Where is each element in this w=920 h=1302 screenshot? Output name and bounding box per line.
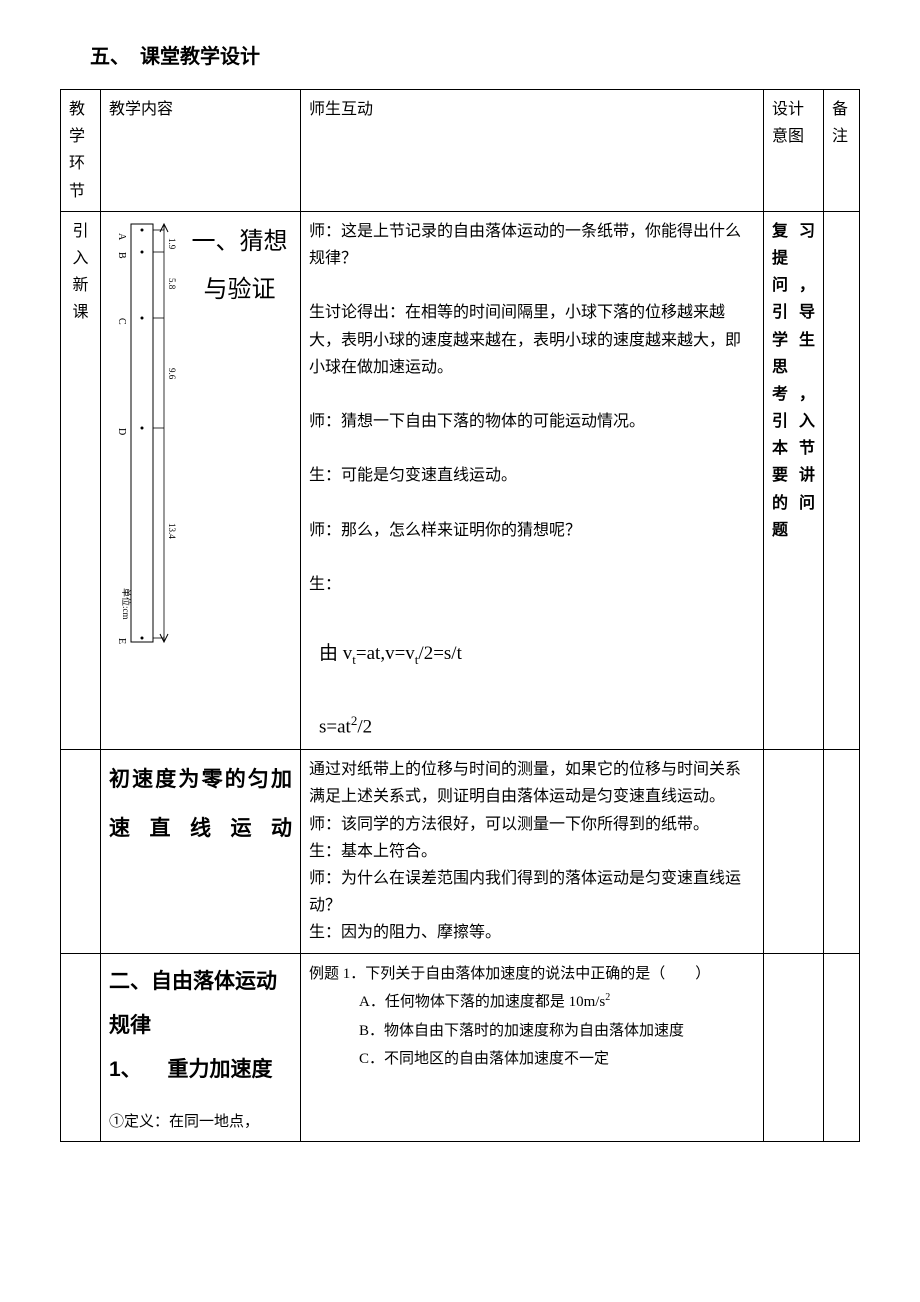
intent-cell-empty: [764, 953, 824, 1142]
interaction-cell: 通过对纸带上的位移与时间的测量，如果它的位移与时间关系满足上述关系式，则证明自由…: [301, 750, 764, 953]
phase-cell: 引入新课: [61, 211, 101, 750]
tape-label-b: B: [116, 252, 127, 259]
interaction-p6: 生：: [309, 571, 755, 598]
tape-dist-2: 5.8: [167, 278, 177, 290]
interaction-r2-p4: 师：为什么在误差范围内我们得到的落体运动是匀变速直线运动？: [309, 865, 755, 919]
tape-dist-4: 13.4: [167, 523, 177, 539]
table-row: 引入新课 A B 1.9: [61, 211, 860, 750]
content-row3-note: ①定义：在同一地点，: [109, 1110, 292, 1136]
section-title: 五、 课堂教学设计: [90, 40, 860, 69]
lesson-table: 教学环节 教学内容 师生互动 设计意图 备注 引入新课 A: [60, 89, 860, 1142]
intent-cell: 复习提问，引导学生思考，引入本节要讲的问题: [764, 211, 824, 750]
tape-unit: 单位:cm: [121, 588, 132, 620]
tape-label-d: D: [116, 428, 127, 435]
note-cell: [824, 211, 860, 750]
content-cell: 二、自由落体运动规律 1、 重力加速度 ①定义：在同一地点，: [101, 953, 301, 1142]
interaction-r2-p3: 生：基本上符合。: [309, 838, 755, 865]
interaction-p1: 师：这是上节记录的自由落体运动的一条纸带，你能得出什么规律？: [309, 218, 755, 272]
table-row: 初速度为零的匀加速直线运动 通过对纸带上的位移与时间的测量，如果它的位移与时间关…: [61, 750, 860, 953]
tape-dist-3: 9.6: [167, 368, 177, 380]
note-cell-empty: [824, 750, 860, 953]
content-cell: 初速度为零的匀加速直线运动: [101, 750, 301, 953]
example-question: 例题 1．下列关于自由落体加速度的说法中正确的是（ ）: [309, 960, 755, 989]
tape-dist-1: 1.9: [167, 238, 177, 250]
paper-tape-diagram: A B 1.9 C 5.8 D 9.6 E: [109, 218, 179, 648]
interaction-r2-p1: 通过对纸带上的位移与时间的测量，如果它的位移与时间关系满足上述关系式，则证明自由…: [309, 756, 755, 810]
phase-cell-empty: [61, 953, 101, 1142]
tape-label-c: C: [116, 318, 127, 325]
content-row3-sub-text: 重力加速度: [168, 1058, 273, 1081]
content-cell: A B 1.9 C 5.8 D 9.6 E: [101, 211, 301, 750]
content-row2-title: 初速度为零的匀加速直线运动: [109, 756, 292, 853]
content-row3-sub-num: 1、: [109, 1058, 142, 1081]
header-interaction: 师生互动: [301, 90, 764, 212]
formula-1: 由 vt=at,v=vt/2=s/t: [319, 638, 755, 671]
interaction-r2-p5: 生：因为的阻力、摩擦等。: [309, 919, 755, 946]
interaction-cell: 师：这是上节记录的自由落体运动的一条纸带，你能得出什么规律？ 生讨论得出：在相等…: [301, 211, 764, 750]
interaction-p4: 生：可能是匀变速直线运动。: [309, 462, 755, 489]
option-a: A．任何物体下落的加速度都是 10m/s2: [359, 988, 755, 1017]
interaction-cell: 例题 1．下列关于自由落体加速度的说法中正确的是（ ） A．任何物体下落的加速度…: [301, 953, 764, 1142]
option-b: B．物体自由下落时的加速度称为自由落体加速度: [359, 1017, 755, 1046]
tape-label-a: A: [116, 233, 127, 241]
interaction-r2-p2: 师：该同学的方法很好，可以测量一下你所得到的纸带。: [309, 811, 755, 838]
table-row: 二、自由落体运动规律 1、 重力加速度 ①定义：在同一地点， 例题 1．下列关于…: [61, 953, 860, 1142]
option-a-sup: 2: [605, 992, 610, 1003]
header-phase: 教学环节: [61, 90, 101, 212]
tape-label-e: E: [116, 638, 127, 644]
content-row3-sub: 1、 重力加速度: [109, 1048, 292, 1092]
interaction-p5: 师：那么，怎么样来证明你的猜想呢？: [309, 517, 755, 544]
intent-cell-empty: [764, 750, 824, 953]
header-intent: 设计意图: [764, 90, 824, 212]
formula-2: s=at2/2: [319, 710, 755, 744]
note-cell-empty: [824, 953, 860, 1142]
phase-cell-empty: [61, 750, 101, 953]
content-row3-title: 二、自由落体运动规律: [109, 960, 292, 1048]
interaction-p2: 生讨论得出：在相等的时间间隔里，小球下落的位移越来越大，表明小球的速度越来越在，…: [309, 299, 755, 381]
table-header-row: 教学环节 教学内容 师生互动 设计意图 备注: [61, 90, 860, 212]
option-a-text: A．任何物体下落的加速度都是 10m/s: [359, 994, 605, 1010]
formula-1-prefix: 由: [319, 643, 343, 664]
content-subtitle: 一、猜想与验证: [179, 218, 292, 314]
header-note: 备注: [824, 90, 860, 212]
option-c: C．不同地区的自由落体加速度不一定: [359, 1045, 755, 1074]
phase-text: 引入新课: [69, 218, 92, 327]
header-content: 教学内容: [101, 90, 301, 212]
interaction-p3: 师：猜想一下自由下落的物体的可能运动情况。: [309, 408, 755, 435]
